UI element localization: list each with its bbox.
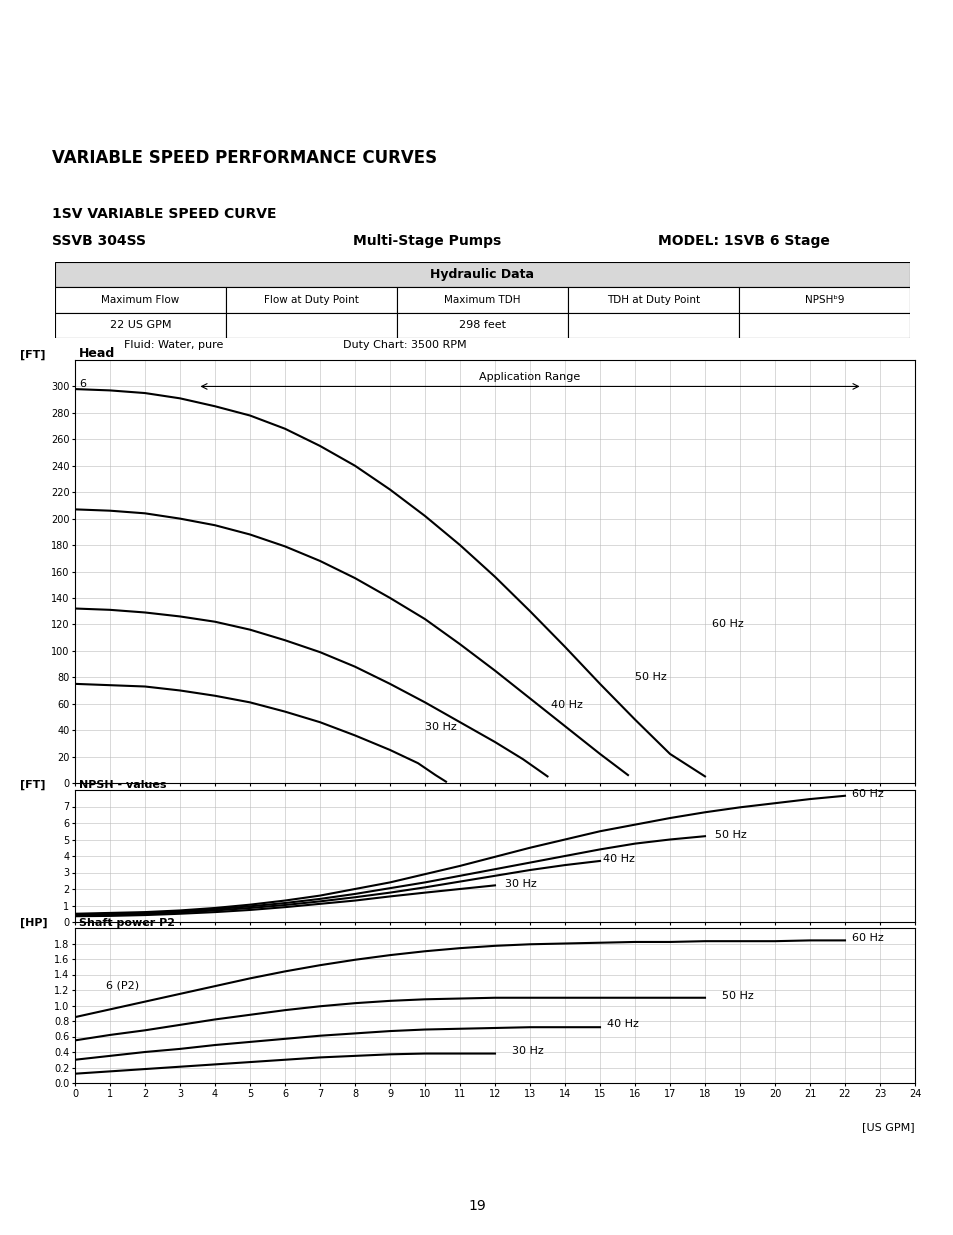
Text: MODEL: 1SVB 6 Stage: MODEL: 1SVB 6 Stage: [658, 233, 829, 248]
Text: Duty Chart: 3500 RPM: Duty Chart: 3500 RPM: [343, 340, 467, 350]
Text: 6 (P2): 6 (P2): [107, 981, 139, 990]
Text: 30 Hz: 30 Hz: [512, 1046, 543, 1056]
Text: Fluid: Water, pure: Fluid: Water, pure: [124, 340, 223, 350]
Text: 50 Hz: 50 Hz: [635, 672, 666, 682]
Text: Application Range: Application Range: [478, 373, 580, 383]
Text: 30 Hz: 30 Hz: [505, 878, 537, 888]
Text: VARIABLE SPEED PERFORMANCE CURVES: VARIABLE SPEED PERFORMANCE CURVES: [52, 149, 437, 167]
Text: 30 Hz: 30 Hz: [424, 722, 456, 732]
Bar: [226, 312, 396, 338]
Text: Maximum TDH: Maximum TDH: [444, 295, 520, 305]
Bar: [55, 262, 909, 288]
Text: 50 Hz: 50 Hz: [715, 830, 746, 840]
Text: Maximum Flow: Maximum Flow: [101, 295, 179, 305]
Bar: [55, 312, 226, 338]
Text: 1SV VARIABLE SPEED CURVE: 1SV VARIABLE SPEED CURVE: [52, 207, 276, 221]
Text: 60 Hz: 60 Hz: [851, 789, 882, 799]
Bar: [739, 288, 909, 312]
Text: SSVB 304SS: SSVB 304SS: [52, 233, 147, 248]
Text: Shaft power P2: Shaft power P2: [79, 918, 175, 927]
Text: NPSHᵇ9: NPSHᵇ9: [804, 295, 843, 305]
Text: 19: 19: [468, 1199, 485, 1213]
Bar: [567, 312, 739, 338]
Bar: [55, 288, 226, 312]
Text: Flow at Duty Point: Flow at Duty Point: [264, 295, 358, 305]
Text: [US GPM]: [US GPM]: [862, 1121, 914, 1131]
Text: 40 Hz: 40 Hz: [606, 1019, 639, 1029]
Bar: [226, 288, 396, 312]
Text: [FT]: [FT]: [20, 779, 46, 790]
Text: 40 Hz: 40 Hz: [603, 853, 635, 863]
Text: 22 US GPM: 22 US GPM: [110, 320, 172, 330]
Text: NPSH - values: NPSH - values: [79, 781, 167, 790]
Bar: [739, 312, 909, 338]
Text: Multi-Stage Pumps: Multi-Stage Pumps: [353, 233, 500, 248]
Text: [FT]: [FT]: [20, 350, 46, 359]
Bar: [396, 312, 567, 338]
Text: TDH at Duty Point: TDH at Duty Point: [606, 295, 700, 305]
Bar: [567, 288, 739, 312]
Bar: [396, 288, 567, 312]
Text: 40 Hz: 40 Hz: [551, 700, 582, 710]
Text: 298 feet: 298 feet: [458, 320, 505, 330]
Text: Hydraulic Data: Hydraulic Data: [430, 268, 534, 282]
Text: Head: Head: [79, 347, 115, 359]
Text: 60 Hz: 60 Hz: [851, 934, 882, 944]
Text: 60 Hz: 60 Hz: [711, 619, 743, 629]
Text: 50 Hz: 50 Hz: [721, 990, 754, 1000]
Text: 6: 6: [79, 379, 86, 389]
Text: [HP]: [HP]: [20, 918, 48, 927]
